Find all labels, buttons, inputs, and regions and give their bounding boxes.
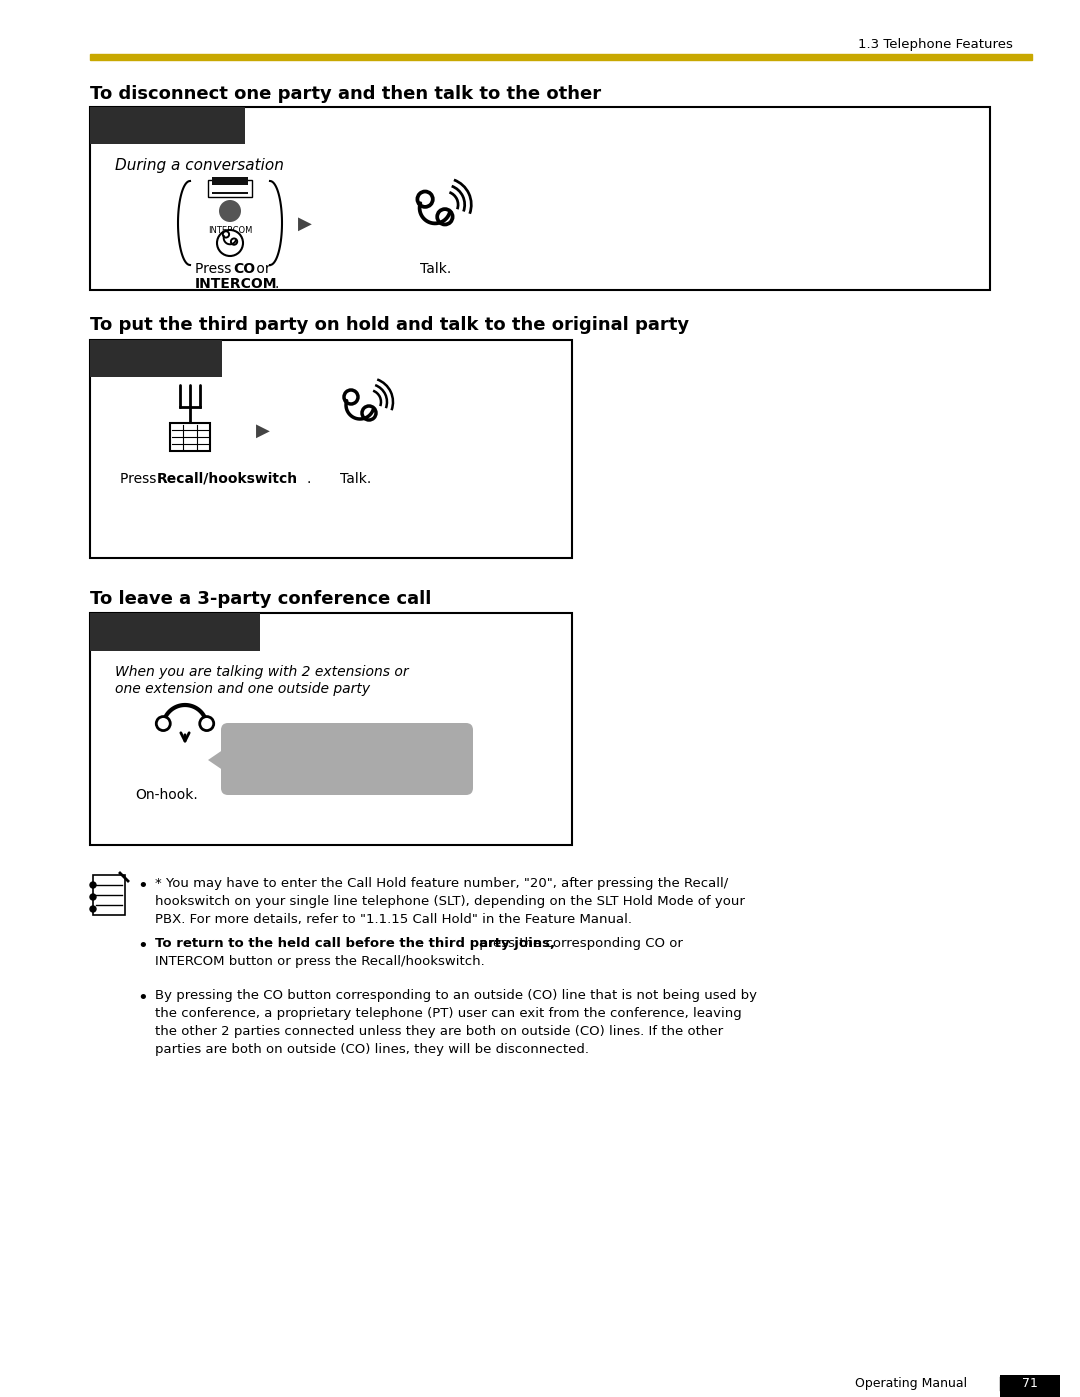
Text: By pressing the CO button corresponding to an outside (CO) line that is not bein: By pressing the CO button corresponding … (156, 989, 757, 1002)
Bar (212, 191, 248, 194)
Text: ▶: ▶ (256, 422, 270, 440)
Circle shape (362, 407, 376, 420)
Text: Operating Manual: Operating Manual (855, 1377, 967, 1390)
Text: Talk.: Talk. (420, 263, 451, 277)
Bar (208, 180, 252, 197)
Text: To put the third party on hold and talk to the original party: To put the third party on hold and talk … (90, 316, 689, 334)
Text: To return to the held call before the third party joins,: To return to the held call before the th… (156, 937, 555, 950)
Text: During a conversation: During a conversation (114, 158, 284, 173)
Polygon shape (208, 745, 230, 775)
Circle shape (200, 717, 214, 731)
Bar (90, 339, 572, 557)
Bar (90, 339, 222, 377)
Text: Press: Press (195, 263, 235, 277)
Bar (1000, 1375, 1059, 1397)
Bar (90, 613, 260, 651)
Text: or: or (252, 263, 271, 277)
Text: PBX. For more details, refer to "1.1.15 Call Hold" in the Feature Manual.: PBX. For more details, refer to "1.1.15 … (156, 914, 632, 926)
Text: the conference, a proprietary telephone (PT) user can exit from the conference, : the conference, a proprietary telephone … (156, 1007, 742, 1020)
Text: * You may have to enter the Call Hold feature number, "20", after pressing the R: * You may have to enter the Call Hold fe… (156, 877, 728, 890)
Text: the other 2 parties connected unless they are both on outside (CO) lines. If the: the other 2 parties connected unless the… (156, 1025, 724, 1038)
Circle shape (90, 882, 96, 888)
Bar (90, 54, 1032, 60)
Text: (CO): (CO) (220, 182, 240, 191)
Text: 71: 71 (1022, 1377, 1038, 1390)
Bar (93, 875, 125, 915)
Text: .: . (275, 277, 280, 291)
Text: one extension and one outside party: one extension and one outside party (114, 682, 370, 696)
Text: ▶: ▶ (298, 215, 312, 233)
FancyBboxPatch shape (221, 724, 473, 795)
Text: INTERCOM: INTERCOM (207, 226, 253, 235)
Text: PT/SLT: PT/SLT (143, 624, 208, 643)
Text: .: . (307, 472, 311, 486)
Text: To leave a 3-party conference call: To leave a 3-party conference call (90, 590, 431, 608)
Circle shape (90, 907, 96, 912)
Text: •: • (137, 877, 148, 895)
Circle shape (345, 390, 357, 404)
Text: parties are both on outside (CO) lines, they will be disconnected.: parties are both on outside (CO) lines, … (156, 1044, 589, 1056)
Text: Talk.: Talk. (340, 472, 372, 486)
Bar (90, 613, 572, 845)
Text: •: • (137, 937, 148, 956)
Text: hookswitch on your single line telephone (SLT), depending on the SLT Hold Mode o: hookswitch on your single line telephone… (156, 895, 745, 908)
Bar (170, 423, 210, 451)
Text: Press: Press (120, 472, 161, 486)
Text: •: • (137, 989, 148, 1007)
Bar (90, 108, 245, 144)
Bar (212, 177, 248, 184)
Circle shape (219, 200, 241, 222)
Text: INTERCOM: INTERCOM (195, 277, 278, 291)
Text: CO: CO (233, 263, 255, 277)
Text: On-hook.: On-hook. (135, 788, 198, 802)
Circle shape (437, 210, 453, 225)
Text: When you are talking with 2 extensions or: When you are talking with 2 extensions o… (114, 665, 408, 679)
Text: To disconnect one party and then talk to the other: To disconnect one party and then talk to… (90, 85, 602, 103)
Text: INTERCOM button or press the Recall/hookswitch.: INTERCOM button or press the Recall/hook… (156, 956, 485, 968)
Text: PT: PT (154, 119, 180, 137)
Circle shape (90, 894, 96, 900)
Circle shape (417, 191, 433, 207)
Text: their conversation.: their conversation. (242, 761, 368, 774)
Text: Recall/hookswitch: Recall/hookswitch (157, 472, 298, 486)
Text: 1.3 Telephone Features: 1.3 Telephone Features (858, 38, 1013, 52)
Text: SLT: SLT (139, 352, 173, 369)
Circle shape (222, 232, 229, 237)
Text: OR: OR (222, 205, 238, 215)
Circle shape (157, 717, 171, 731)
Bar (90, 108, 990, 291)
Text: press the corresponding CO or: press the corresponding CO or (475, 937, 684, 950)
Circle shape (217, 231, 243, 256)
Text: The other 2 parties can continue: The other 2 parties can continue (242, 745, 461, 757)
Circle shape (231, 239, 238, 244)
